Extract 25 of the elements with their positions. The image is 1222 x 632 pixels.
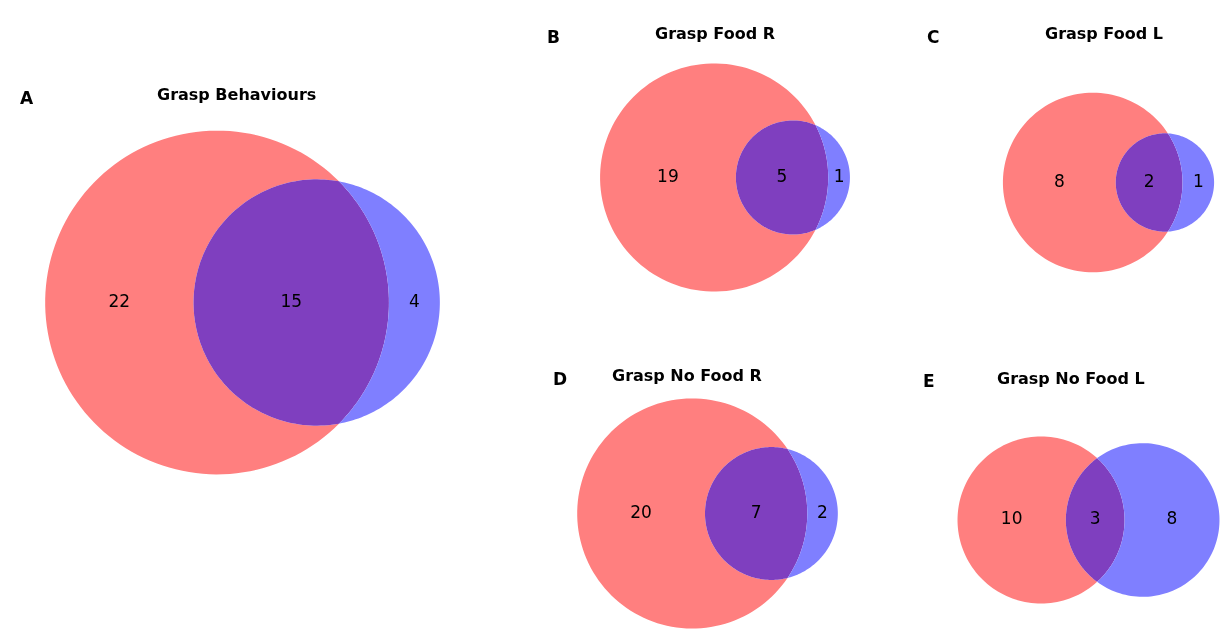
- data-label: 3: [1089, 508, 1101, 529]
- text: Grasp Food R: [655, 24, 775, 43]
- text: Grasp Behaviours: [157, 85, 317, 104]
- text: A: [20, 88, 34, 108]
- text: Grasp No Food R: [612, 366, 762, 385]
- text: D: [553, 369, 568, 389]
- data-label: 20: [630, 501, 652, 522]
- data-label: 1: [1192, 170, 1204, 191]
- text: Grasp Food L: [1045, 24, 1163, 43]
- data-label: 4: [408, 290, 420, 311]
- data-label: 22: [108, 290, 131, 311]
- data-label: 8: [1053, 170, 1065, 191]
- data-label: 2: [1143, 170, 1155, 191]
- text: B: [547, 27, 560, 47]
- data-label: 7: [750, 501, 762, 522]
- text: E: [923, 371, 935, 391]
- text: C: [927, 27, 940, 47]
- data-label: 1: [833, 165, 845, 186]
- data-label: 5: [776, 165, 788, 186]
- data-label: 2: [817, 501, 828, 522]
- data-label: 10: [1000, 508, 1023, 529]
- data-label: 8: [1166, 508, 1178, 529]
- data-label: 15: [280, 290, 303, 311]
- data-label: 19: [657, 165, 679, 186]
- text: Grasp No Food L: [997, 369, 1145, 388]
